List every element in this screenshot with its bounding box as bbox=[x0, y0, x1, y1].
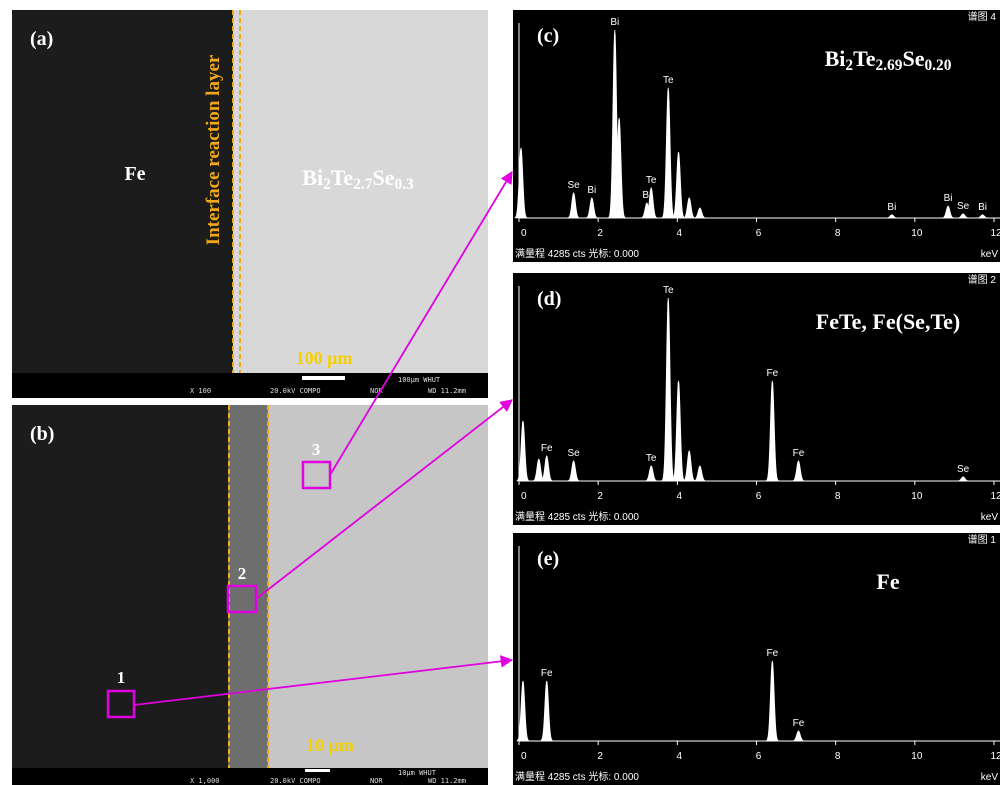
peak-label: Fe bbox=[541, 668, 553, 679]
panel-label: (c) bbox=[537, 25, 559, 47]
x-tick-label: 8 bbox=[835, 491, 841, 502]
info-text: WD 11.2mm bbox=[428, 777, 466, 785]
peak-label: Fe bbox=[766, 648, 778, 659]
x-tick-label: 12 bbox=[990, 491, 1002, 502]
subscript: 2.7 bbox=[353, 176, 373, 193]
x-unit: keV bbox=[981, 512, 999, 523]
formula-part: Se bbox=[372, 165, 394, 190]
x-tick-label: 0 bbox=[521, 491, 527, 502]
panel-label: (b) bbox=[30, 423, 54, 445]
info-text: X 100 bbox=[190, 387, 211, 395]
peak-label: Se bbox=[957, 201, 970, 212]
x-tick-label: 4 bbox=[677, 751, 683, 762]
x-unit: keV bbox=[981, 772, 999, 783]
x-tick-label: 10 bbox=[911, 751, 923, 762]
spectrum-panel: Fe Se Te Te Fe Fe Se 0 2 4 6 8 10 12 keV 满量程 4285 cts 光… bbox=[513, 273, 1002, 525]
formula-part: FeTe, Fe(Se,Te) bbox=[816, 309, 960, 334]
peak-label: Fe bbox=[766, 368, 778, 379]
x-tick-label: 4 bbox=[677, 228, 683, 239]
peak-label: Te bbox=[646, 453, 657, 464]
x-tick-label: 10 bbox=[911, 228, 923, 239]
formula-part: Bi bbox=[825, 46, 846, 71]
point-label: 1 bbox=[117, 668, 126, 687]
spectrum-id: 谱图 2 bbox=[968, 273, 997, 286]
info-text: 20.0kV COMPO bbox=[270, 777, 321, 785]
formula-part: Se bbox=[902, 46, 924, 71]
info-text: WD 11.2mm bbox=[428, 387, 466, 395]
formula-part: Bi bbox=[302, 165, 323, 190]
peak-label: Bi bbox=[887, 202, 896, 213]
x-tick-label: 2 bbox=[597, 751, 603, 762]
x-tick-label: 8 bbox=[835, 228, 841, 239]
peak-label: Fe bbox=[541, 443, 553, 454]
footer: 满量程 4285 cts 光标: 0.000 bbox=[515, 247, 639, 260]
x-tick-label: 6 bbox=[756, 751, 762, 762]
peak-label: Fe bbox=[793, 718, 805, 729]
x-tick-label: 2 bbox=[597, 228, 603, 239]
sem-image-b: (b) 1 2 3 10 μm X 1,000 20.0kV COMPO NOR… bbox=[12, 405, 488, 785]
peak-label: Te bbox=[646, 175, 657, 186]
panel-label: (d) bbox=[537, 288, 561, 310]
scale-label: 10 μm bbox=[306, 735, 354, 755]
panel-background bbox=[513, 10, 1000, 262]
peak-label: Bi bbox=[610, 17, 619, 28]
x-tick-label: 4 bbox=[677, 491, 683, 502]
info-text: 20.0kV COMPO bbox=[270, 387, 321, 395]
x-tick-label: 12 bbox=[990, 751, 1002, 762]
panel-label: (e) bbox=[537, 548, 559, 570]
spectrum-id: 谱图 4 bbox=[968, 10, 997, 23]
peak-label: Se bbox=[568, 180, 581, 191]
peak-label: Te bbox=[663, 285, 674, 296]
scale-label: 100 μm bbox=[296, 348, 353, 368]
subscript: 0.20 bbox=[924, 57, 951, 74]
layer-label: Interface reaction layer bbox=[203, 54, 224, 245]
peak-label: Se bbox=[957, 464, 970, 475]
peak-label: Se bbox=[568, 448, 581, 459]
figure: (a) Fe Bi2Te2.7Se0.3 Interface reaction … bbox=[0, 0, 1005, 785]
x-tick-label: 12 bbox=[990, 228, 1002, 239]
x-tick-label: 2 bbox=[597, 491, 603, 502]
composition: FeTe, Fe(Se,Te) bbox=[816, 309, 960, 334]
composition: Fe bbox=[876, 569, 899, 594]
x-tick-label: 6 bbox=[756, 491, 762, 502]
sem-image-a: (a) Fe Bi2Te2.7Se0.3 Interface reaction … bbox=[12, 10, 488, 398]
info-text: 100μm WHUT bbox=[398, 376, 441, 384]
peak-label: Bi bbox=[587, 185, 596, 196]
x-unit: keV bbox=[981, 249, 999, 260]
x-tick-label: 6 bbox=[756, 228, 762, 239]
info-text: X 1,000 bbox=[190, 777, 220, 785]
peak-label: Fe bbox=[793, 448, 805, 459]
footer: 满量程 4285 cts 光标: 0.000 bbox=[515, 770, 639, 783]
peak-label: Bi bbox=[978, 202, 987, 213]
subscript: 2.69 bbox=[876, 57, 903, 74]
x-tick-label: 0 bbox=[521, 751, 527, 762]
spectrum-panel: Fe Fe Fe 0 2 4 6 8 10 12 keV 满量程 4285 cts 光标: 0.000… bbox=[513, 533, 1002, 785]
formula-part: Te bbox=[331, 165, 354, 190]
point-label: 2 bbox=[238, 564, 247, 583]
x-tick-label: 0 bbox=[521, 228, 527, 239]
spectra: Se Bi Bi Bi Te Te Bi Bi Se Bi 0 2 4 6 8 10 12 keV 满量程 4285… bbox=[513, 10, 1002, 785]
x-tick-label: 8 bbox=[835, 751, 841, 762]
formula-part: Fe bbox=[876, 569, 899, 594]
x-tick-label: 10 bbox=[911, 491, 923, 502]
spectrum-panel: Se Bi Bi Bi Te Te Bi Bi Se Bi 0 2 4 6 8 10 12 keV 满量程 4285… bbox=[513, 10, 1002, 262]
footer: 满量程 4285 cts 光标: 0.000 bbox=[515, 510, 639, 523]
subscript: 0.3 bbox=[394, 176, 414, 193]
spectrum-id: 谱图 1 bbox=[968, 533, 997, 546]
formula-part: Te bbox=[853, 46, 876, 71]
point-label: 3 bbox=[312, 440, 321, 459]
peak-label: Te bbox=[663, 75, 674, 86]
panel-background bbox=[513, 533, 1000, 785]
peak-label: Bi bbox=[944, 193, 953, 204]
phase-label: Fe bbox=[124, 163, 145, 185]
panel-label: (a) bbox=[30, 28, 53, 50]
info-text: NOR bbox=[370, 777, 383, 785]
info-text: 10μm WHUT bbox=[398, 769, 437, 777]
